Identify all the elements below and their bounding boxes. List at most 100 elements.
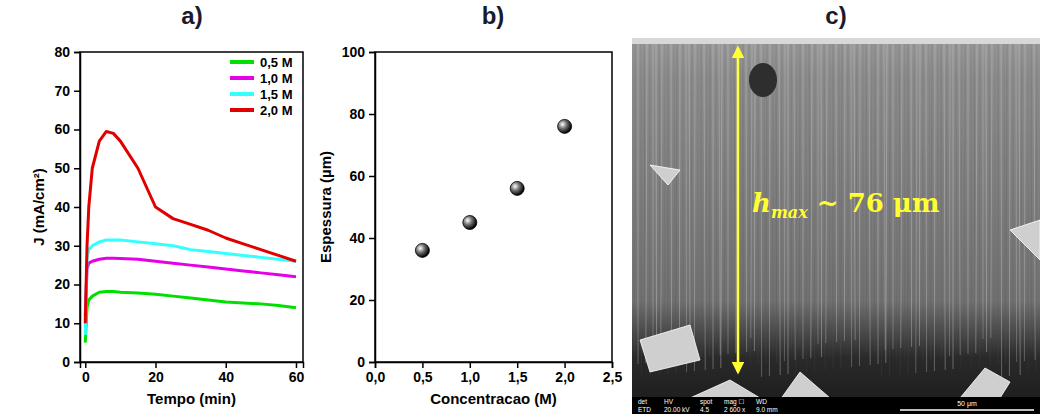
sem-streak xyxy=(724,44,726,341)
x-axis: 0,00,51,01,52,02,5 xyxy=(366,362,623,385)
sem-debris xyxy=(640,325,700,372)
sem-streak xyxy=(1024,44,1026,361)
x-tick-label: 0,0 xyxy=(366,369,386,385)
legend-swatch xyxy=(230,60,254,64)
sem-streak xyxy=(1036,44,1037,373)
x-tick-mark xyxy=(296,362,298,368)
sem-streak xyxy=(991,44,992,338)
info-value: ETD xyxy=(638,406,651,413)
y-tick-mark xyxy=(74,323,80,325)
x-axis: 0204060 xyxy=(81,362,305,385)
y-tick: 10 xyxy=(54,315,80,331)
sem-streak xyxy=(989,44,990,365)
sem-streak xyxy=(649,44,651,376)
sem-streak xyxy=(979,44,981,366)
x-tick: 40 xyxy=(218,362,234,385)
y-axis: 01020304050607080 xyxy=(54,44,80,370)
plot-frame xyxy=(375,52,612,362)
x-tick-mark xyxy=(155,362,157,368)
panel-title: b) xyxy=(482,2,505,29)
sem-streak xyxy=(683,44,684,359)
sem-streak xyxy=(1001,44,1003,377)
sem-streak xyxy=(706,44,707,343)
legend-swatch xyxy=(230,92,254,96)
sem-streak xyxy=(641,44,643,377)
y-tick-mark xyxy=(369,300,375,302)
y-tick-label: 60 xyxy=(349,168,365,184)
sem-streak xyxy=(998,44,999,364)
sem-streak xyxy=(968,44,969,354)
sem-streak xyxy=(731,44,733,367)
x-tick-mark xyxy=(612,362,614,368)
y-tick-label: 40 xyxy=(54,199,70,215)
sem-streak xyxy=(794,44,795,360)
x-tick: 0,0 xyxy=(366,362,386,385)
sem-debris xyxy=(780,372,830,400)
sem-streak xyxy=(728,44,729,354)
y-tick: 30 xyxy=(54,238,80,254)
sem-streak xyxy=(799,44,801,346)
x-tick-mark xyxy=(422,362,424,368)
y-tick: 20 xyxy=(349,292,375,308)
sem-debris xyxy=(1010,220,1040,260)
sem-streak xyxy=(1031,44,1033,347)
sem-debris xyxy=(960,368,1010,398)
y-tick-label: 10 xyxy=(54,315,70,331)
sem-streak xyxy=(1028,44,1029,374)
sem-streak xyxy=(734,44,735,340)
sem-streak xyxy=(953,44,954,369)
series-line xyxy=(85,240,296,335)
y-tick-label: 60 xyxy=(54,121,70,137)
y-tick: 60 xyxy=(54,121,80,137)
sem-streak xyxy=(701,44,703,357)
scatter-point xyxy=(558,119,572,133)
x-tick-label: 1,0 xyxy=(461,369,481,385)
sem-streak xyxy=(746,44,748,352)
sem-streak xyxy=(676,44,677,373)
y-tick-mark xyxy=(74,52,80,54)
y-tick-label: 100 xyxy=(342,44,366,60)
sem-pit xyxy=(749,63,777,97)
y-tick-label: 0 xyxy=(62,354,70,370)
y-tick: 40 xyxy=(349,230,375,246)
y-tick-mark xyxy=(74,207,80,209)
x-axis-line xyxy=(376,363,613,369)
sem-streak xyxy=(638,44,639,364)
x-tick-mark xyxy=(225,362,227,368)
sem-streak xyxy=(949,44,951,356)
y-tick-label: 80 xyxy=(349,106,365,122)
y-axis-title: Espessura (µm) xyxy=(317,151,334,263)
sem-streak xyxy=(983,44,984,339)
sem-streak xyxy=(674,44,675,360)
plot-area xyxy=(415,119,571,257)
y-tick-mark xyxy=(74,91,80,93)
sem-streak xyxy=(971,44,973,367)
y-tick-label: 20 xyxy=(349,292,365,308)
sem-streak xyxy=(716,44,718,342)
sem-streak xyxy=(803,44,804,359)
y-tick-mark xyxy=(369,176,375,178)
y-tick-mark xyxy=(369,52,375,54)
y-tick-label: 70 xyxy=(54,83,70,99)
sem-streak xyxy=(1004,44,1005,350)
sem-streak xyxy=(961,44,962,368)
sem-streak xyxy=(1021,44,1022,348)
y-tick-mark xyxy=(74,362,80,364)
sem-streak xyxy=(964,44,966,341)
sem-streak xyxy=(671,44,673,347)
y-tick-label: 40 xyxy=(349,230,365,246)
x-tick: 1,0 xyxy=(461,362,481,385)
y-axis: 020406080100 xyxy=(342,44,376,370)
sem-streak xyxy=(634,44,636,351)
sem-streak xyxy=(749,44,750,365)
y-tick-mark xyxy=(74,168,80,170)
sem-streak xyxy=(1006,44,1007,363)
info-value: 20.00 kV xyxy=(664,406,690,413)
plot-frame xyxy=(80,52,303,362)
sem-streak xyxy=(1016,44,1018,362)
sem-streak xyxy=(661,44,662,348)
sem-top-edge xyxy=(632,38,1040,44)
sem-debris xyxy=(650,165,680,185)
sem-streak xyxy=(653,44,654,349)
y-tick: 60 xyxy=(349,168,375,184)
